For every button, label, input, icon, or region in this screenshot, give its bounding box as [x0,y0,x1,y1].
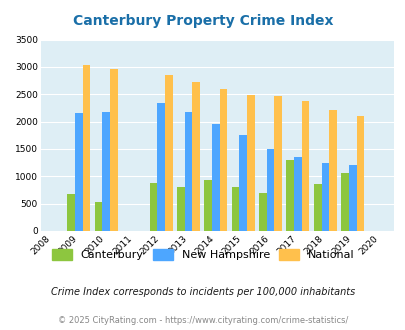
Bar [67,194,75,231]
Bar [328,111,336,231]
Bar [83,65,90,231]
Bar [313,184,321,231]
Bar [247,95,254,231]
Bar [231,187,239,231]
Bar [184,112,192,231]
Bar [356,116,363,231]
Text: © 2025 CityRating.com - https://www.cityrating.com/crime-statistics/: © 2025 CityRating.com - https://www.city… [58,316,347,325]
Bar [102,112,110,231]
Text: Canterbury Property Crime Index: Canterbury Property Crime Index [72,15,333,28]
Bar [286,160,294,231]
Bar [75,114,83,231]
Bar [95,202,102,231]
Bar [149,183,157,231]
Bar [266,149,274,231]
Bar [301,101,309,231]
Bar [177,187,184,231]
Bar [110,69,117,231]
Bar [192,82,200,231]
Bar [157,103,164,231]
Text: Crime Index corresponds to incidents per 100,000 inhabitants: Crime Index corresponds to incidents per… [51,287,354,297]
Bar [164,75,172,231]
Bar [258,193,266,231]
Bar [204,180,211,231]
Bar [348,165,356,231]
Bar [211,124,219,231]
Bar [239,135,247,231]
Bar [274,96,281,231]
Bar [219,89,227,231]
Bar [341,173,348,231]
Bar [294,157,301,231]
Bar [321,163,328,231]
Legend: Canterbury, New Hampshire, National: Canterbury, New Hampshire, National [52,249,353,260]
